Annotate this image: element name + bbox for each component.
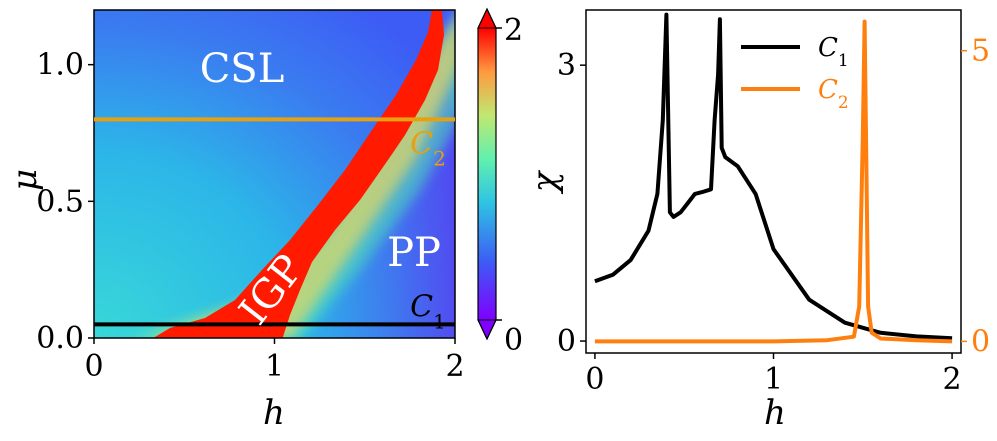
line-series-group [594, 12, 953, 344]
line-plot-frame [585, 9, 962, 354]
heatmap-x-label: h [263, 393, 285, 433]
heatmap-x-tick-label: 1 [265, 349, 284, 384]
series-line-c2 [594, 19, 953, 344]
heatmap-y-ticks: 0.0 0.5 1.0 [36, 48, 94, 356]
line-plot-x-ticks: 0 1 2 [585, 353, 962, 397]
line-plot-y-tick-label-right: 5 [971, 34, 990, 69]
line-plot-y-ticks-right: 05 [961, 34, 990, 359]
heatmap-y-tick-label: 1.0 [36, 48, 84, 83]
colorbar-tick-min: 0 [504, 323, 523, 358]
line-plot-y-tick-label-right: 0 [971, 324, 990, 359]
region-label-csl: CSL [200, 46, 285, 92]
line-plot-x-tick-label: 2 [943, 362, 962, 397]
colorbar-extend-min [477, 319, 497, 341]
line-plot-y-label: χ [525, 169, 565, 194]
colorbar-extend-max [477, 7, 497, 29]
colorbar-tick-max: 2 [504, 13, 523, 48]
heatmap-x-tick-label: 0 [84, 349, 103, 384]
legend: C1 C2 [741, 33, 849, 113]
colorbar: 2 0 [477, 7, 523, 358]
heatmap-x-ticks: 0 1 2 [84, 338, 465, 384]
heatmap-y-label: μ [5, 169, 45, 191]
line-plot-y-ticks-left: 03 [557, 48, 586, 359]
line-plot-y-tick-label-left: 3 [557, 48, 576, 83]
heatmap-image [94, 10, 455, 338]
region-label-pp: PP [387, 230, 441, 276]
colorbar-gradient [478, 28, 496, 320]
line-plot-x-tick-label: 0 [585, 362, 604, 397]
line-plot-y-tick-label-left: 0 [557, 324, 576, 359]
line-plot-x-label: h [764, 393, 786, 433]
line-plot-x-tick-label: 1 [764, 362, 783, 397]
heatmap-x-tick-label: 2 [445, 349, 464, 384]
series-line-c1 [594, 12, 953, 341]
heatmap-y-tick-label: 0.5 [36, 184, 84, 219]
igp-ridge [153, 10, 444, 338]
legend-label-c2: C2 [818, 75, 849, 113]
legend-label-c1: C1 [818, 33, 849, 71]
heatmap-y-tick-label: 0.0 [36, 321, 84, 356]
